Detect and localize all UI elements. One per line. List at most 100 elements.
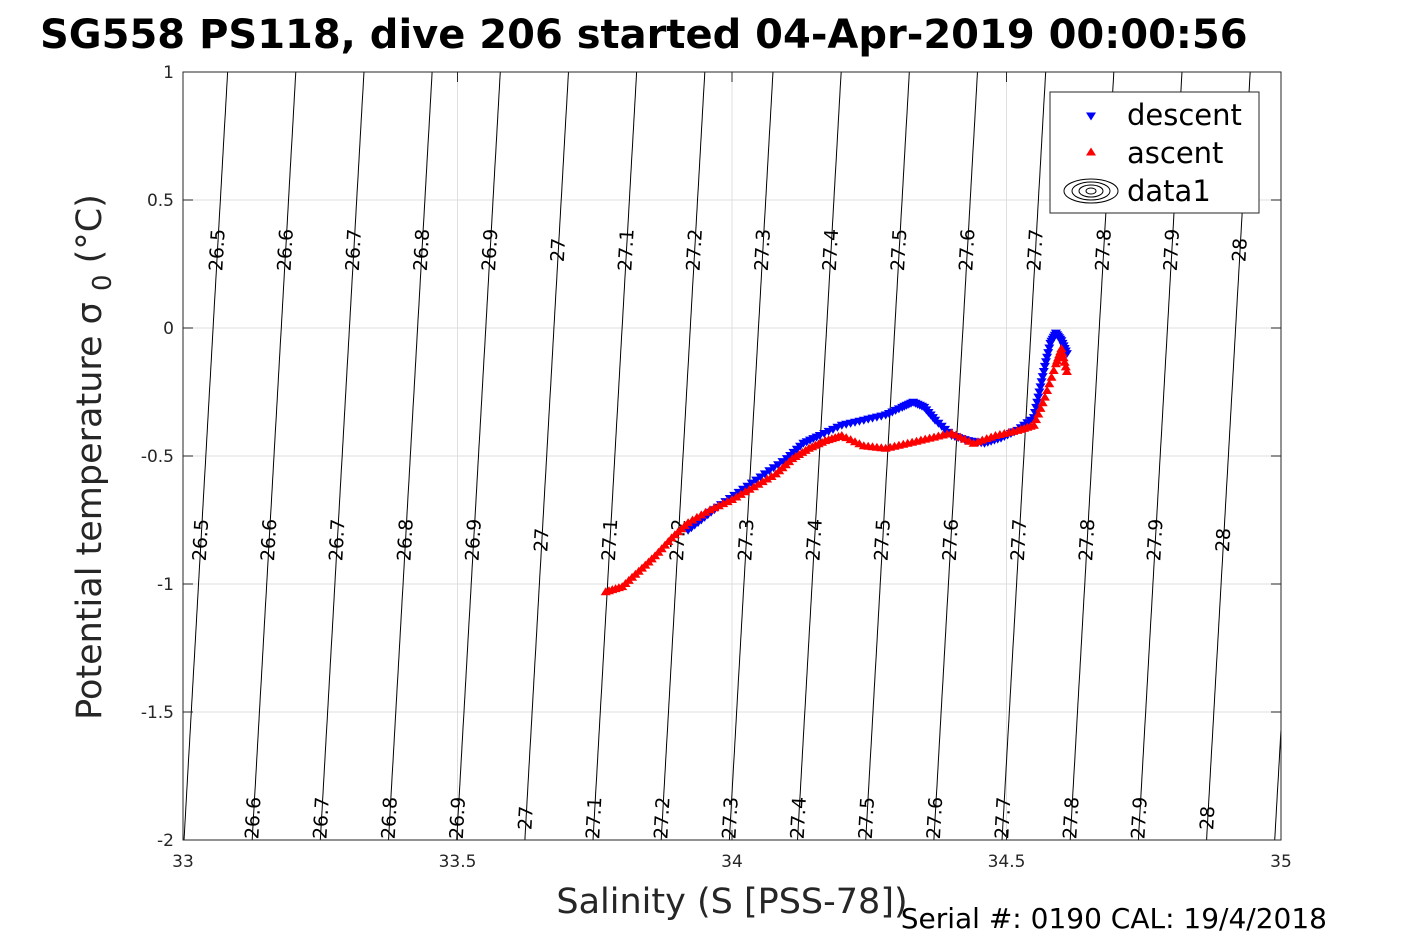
contour-label: 27.5 [887, 228, 911, 271]
contour-label: 26.7 [342, 228, 366, 271]
contour-line [865, 72, 910, 840]
legend-data1-label: data1 [1127, 174, 1211, 208]
ascent-marker [687, 515, 698, 524]
descent-marker [742, 482, 753, 491]
contour-label: 27 [514, 805, 537, 830]
ascent-marker [722, 497, 733, 506]
contour-line [728, 72, 774, 840]
ascent-marker [700, 507, 711, 516]
y-tick-label: 1 [163, 63, 174, 83]
footer-serial-cal: Serial #: 0190 CAL: 19/4/2018 [901, 902, 1327, 935]
contour-line [524, 72, 569, 840]
ascent-marker [1033, 409, 1044, 418]
ascent-marker [1044, 379, 1055, 388]
descent-marker [1042, 353, 1053, 362]
contour-label: 27.2 [683, 228, 707, 271]
legend-descent-marker [1086, 112, 1096, 121]
density-contours: 26.5 26.5 26.6 26.6 26.6 26.7 26.7 26.7 26.8 26.8… [183, 72, 1281, 840]
legend-box [1049, 91, 1260, 214]
contour-label: 28 [1196, 805, 1219, 830]
contour-line [933, 72, 978, 840]
contour-label: 27.4 [802, 518, 826, 561]
contour-icon-ring [1078, 184, 1104, 198]
y-axis-label: Potential temperature σ 0 (°C) [70, 194, 118, 720]
contour-label: 26.5 [205, 228, 229, 271]
ascent-marker [735, 489, 746, 498]
y-tick-label: -0.5 [141, 447, 174, 467]
ascent-marker [757, 477, 768, 486]
contour-label: 26.8 [410, 228, 434, 271]
ascent-marker [713, 501, 724, 510]
y-tick-label: 0 [163, 319, 174, 339]
descent-marker [746, 479, 757, 488]
contour-label: 27.4 [787, 796, 811, 839]
contour-icon-ring [1071, 181, 1111, 201]
contour-label: 26.8 [378, 796, 402, 839]
ascent-marker [744, 484, 755, 493]
contour-label: 26.8 [393, 518, 417, 561]
contour-icon-ring [1085, 187, 1097, 195]
contour-label: 26.6 [257, 518, 281, 561]
ascent-marker [1039, 392, 1050, 401]
descent-marker [1035, 383, 1046, 392]
contour-label: 27.3 [751, 228, 775, 271]
contour-line [592, 72, 638, 840]
contour-label: 26.6 [241, 796, 265, 839]
descent-marker [1041, 358, 1051, 367]
ascent-marker [1028, 420, 1039, 429]
ascent-marker [1037, 398, 1048, 407]
y-tick-label: -1.5 [141, 703, 174, 723]
ascent-marker [727, 495, 737, 503]
contour-label: 27.3 [734, 518, 758, 561]
contour-line [456, 72, 501, 840]
contour-label: 26.9 [478, 228, 502, 271]
contour-label: 27.5 [871, 518, 895, 561]
axes: 33 33.5 34 34.5 35 -2 -1.5 -1 -0.5 0 0.5 1 [141, 63, 1292, 872]
contour-label: 27.5 [855, 796, 879, 839]
contour-label: 27 [547, 237, 570, 262]
y-tick-label: -2 [157, 831, 174, 851]
ascent-marker [1059, 357, 1070, 366]
ascent-marker [731, 492, 742, 501]
contour-label: 27.6 [923, 796, 947, 839]
contour-label: 27.6 [939, 518, 963, 561]
x-tick-label: 33 [172, 852, 194, 872]
descent-marker [755, 473, 766, 482]
y-tick-label: -1 [157, 575, 174, 595]
contour-label: 27 [530, 527, 553, 552]
contour-label: 27.9 [1143, 518, 1167, 561]
contour-label: 27.9 [1160, 228, 1184, 271]
contour-label: 28 [1212, 527, 1235, 552]
series-ascent [600, 344, 1072, 596]
x-tick-label: 34 [721, 852, 743, 872]
ascent-marker [1046, 372, 1057, 381]
legend-ascent-label: ascent [1127, 136, 1223, 170]
descent-marker [768, 464, 779, 473]
descent-marker [1033, 393, 1044, 402]
contour-line [319, 72, 365, 840]
contour-label: 27.8 [1092, 228, 1116, 271]
x-tick-label: 34.5 [988, 852, 1026, 872]
descent-marker [759, 470, 770, 479]
ascent-marker [766, 472, 777, 480]
descent-marker [777, 458, 788, 467]
ascent-marker [762, 474, 773, 483]
descent-marker [1043, 349, 1054, 358]
descent-marker [1039, 362, 1050, 371]
x-tick-label: 33.5 [439, 852, 477, 872]
contour-label: 27.1 [598, 518, 622, 561]
legend-contour-icon [1063, 178, 1119, 204]
contour-label: 27.8 [1075, 518, 1099, 561]
ascent-marker [1057, 348, 1068, 357]
contour-label: 27.6 [955, 228, 979, 271]
contour-label: 27.1 [614, 228, 638, 271]
legend-ascent-marker [1086, 147, 1096, 156]
ascent-marker [1031, 415, 1042, 424]
contour-line [797, 72, 842, 840]
ascent-marker [1048, 366, 1059, 374]
descent-marker [773, 461, 784, 470]
y-tick-label: 0.5 [147, 191, 174, 211]
contour-label: 27.9 [1127, 796, 1151, 839]
contour-label: 28 [1228, 237, 1251, 262]
